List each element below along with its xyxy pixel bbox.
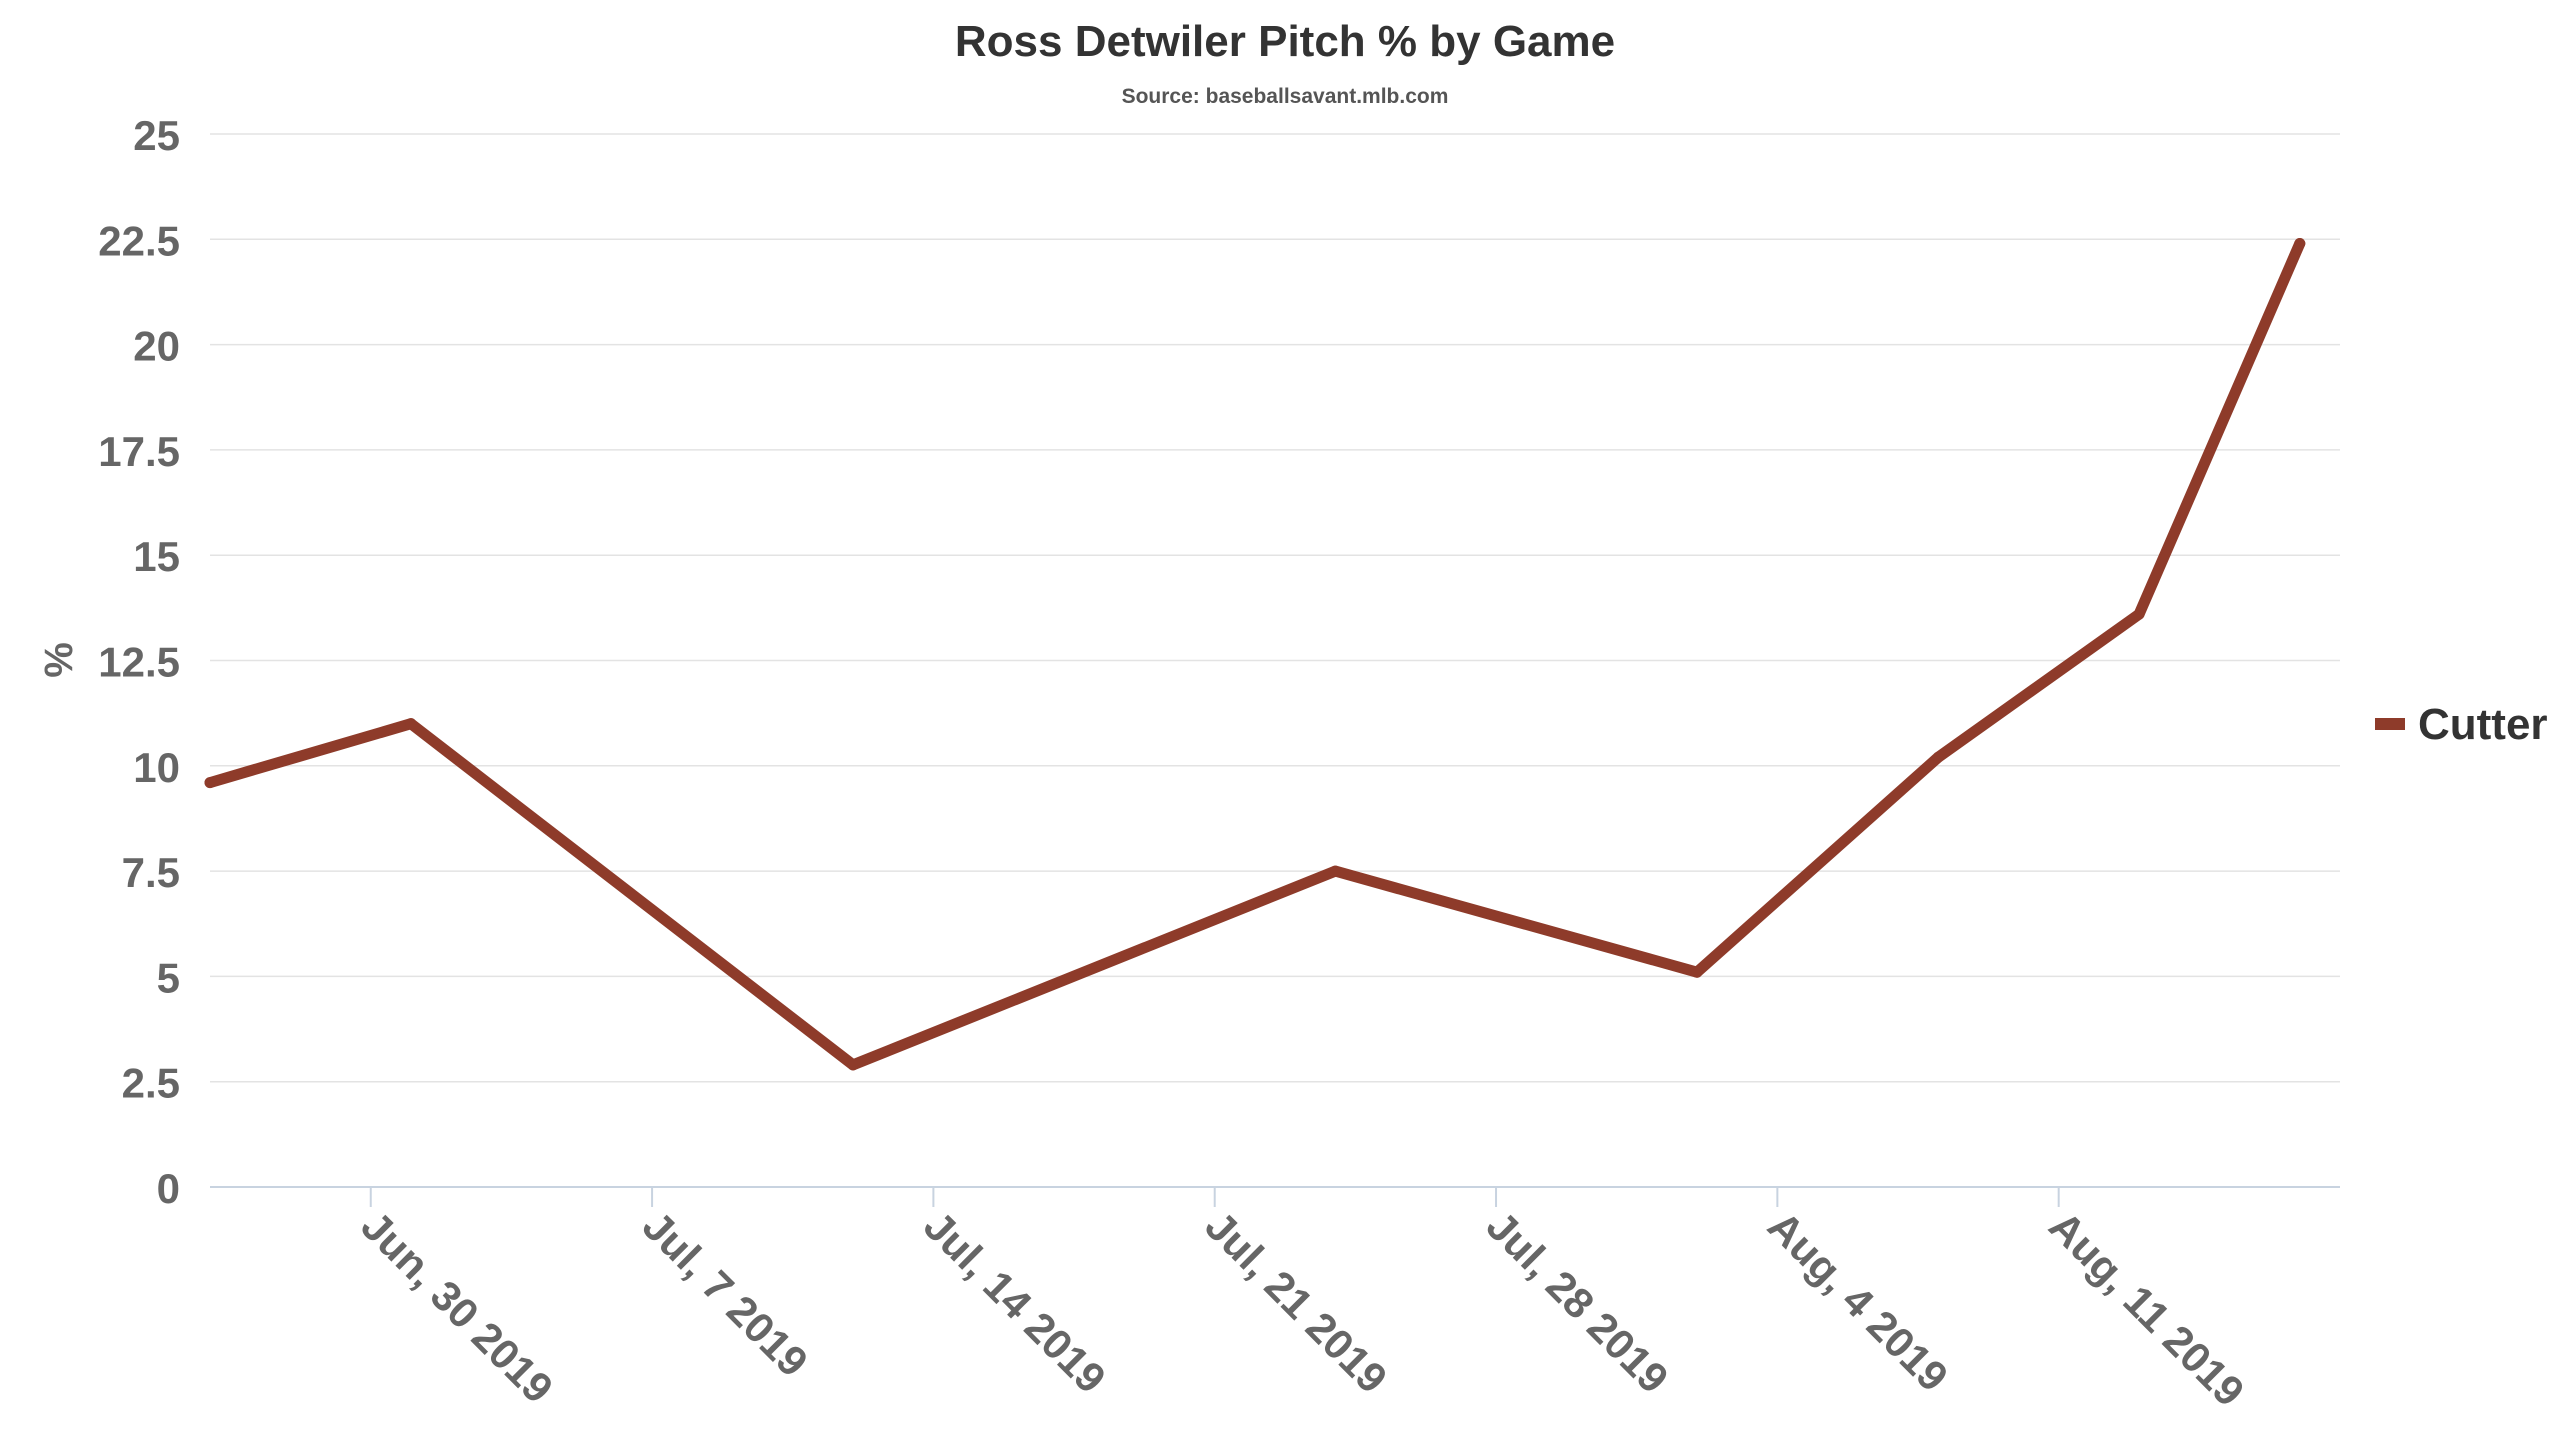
y-tick-label: 10 xyxy=(133,744,180,791)
y-tick-label: 5 xyxy=(157,954,180,1001)
x-tick-label: Jul, 7 2019 xyxy=(634,1202,817,1385)
y-tick-label: 15 xyxy=(133,533,180,580)
x-tick-label: Jul, 28 2019 xyxy=(1478,1202,1678,1402)
series-line-cutter[interactable] xyxy=(204,238,2306,1071)
x-tick-label: Jul, 21 2019 xyxy=(1196,1202,1396,1402)
data-point[interactable] xyxy=(847,1059,859,1071)
y-tick-label: 25 xyxy=(133,112,180,159)
legend[interactable]: Cutter xyxy=(2375,700,2548,749)
y-axis: 0 2.5 5 7.5 10 12.5 15 17.5 20 22.5 25 xyxy=(98,112,180,1212)
y-tick-label: 0 xyxy=(157,1165,180,1212)
y-tick-label: 7.5 xyxy=(122,849,180,896)
x-tick-label: Aug, 4 2019 xyxy=(1759,1202,1957,1400)
chart-subtitle: Source: baseballsavant.mlb.com xyxy=(1122,85,1449,108)
x-tick-label: Jul, 14 2019 xyxy=(915,1202,1115,1402)
data-point[interactable] xyxy=(1932,751,1944,763)
y-tick-label: 2.5 xyxy=(122,1060,180,1107)
y-tick-label: 22.5 xyxy=(98,217,180,264)
x-axis: Jun, 30 2019 Jul, 7 2019 Jul, 14 2019 Jul, … xyxy=(210,1186,2340,1415)
gridlines xyxy=(210,133,2340,1083)
y-tick-label: 17.5 xyxy=(98,428,180,475)
legend-item-cutter[interactable]: Cutter xyxy=(2418,700,2548,749)
y-tick-label: 12.5 xyxy=(98,639,180,686)
data-point[interactable] xyxy=(405,718,417,730)
x-tick-label: Aug, 11 2019 xyxy=(2040,1202,2253,1415)
data-point[interactable] xyxy=(204,777,216,789)
chart-title: Ross Detwiler Pitch % by Game xyxy=(955,17,1615,66)
x-tick-label: Jun, 30 2019 xyxy=(352,1202,562,1412)
data-point[interactable] xyxy=(1329,865,1341,877)
data-point[interactable] xyxy=(2133,608,2145,620)
series-lines xyxy=(204,238,2306,1071)
y-axis-title: % xyxy=(37,642,81,678)
y-tick-label: 20 xyxy=(133,323,180,370)
data-point[interactable] xyxy=(1691,966,1703,978)
data-point[interactable] xyxy=(2294,238,2306,250)
